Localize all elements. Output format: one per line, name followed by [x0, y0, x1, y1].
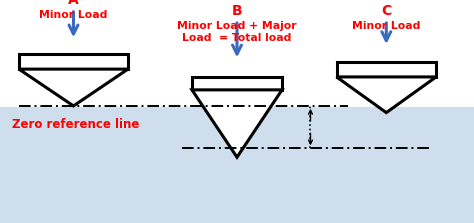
- Polygon shape: [337, 77, 436, 113]
- Text: Minor Load: Minor Load: [39, 10, 108, 20]
- Polygon shape: [337, 62, 436, 77]
- Text: C: C: [381, 4, 392, 18]
- Text: Minor Load: Minor Load: [352, 21, 420, 31]
- Text: Zero reference line: Zero reference line: [12, 118, 139, 131]
- Text: Minor Load + Major
Load  = Total load: Minor Load + Major Load = Total load: [177, 21, 297, 43]
- Polygon shape: [19, 69, 128, 106]
- Polygon shape: [19, 54, 128, 69]
- Bar: [0, 107, 474, 223]
- Polygon shape: [192, 90, 282, 157]
- Text: B: B: [232, 4, 242, 18]
- Text: A: A: [68, 0, 79, 7]
- Polygon shape: [192, 77, 282, 90]
